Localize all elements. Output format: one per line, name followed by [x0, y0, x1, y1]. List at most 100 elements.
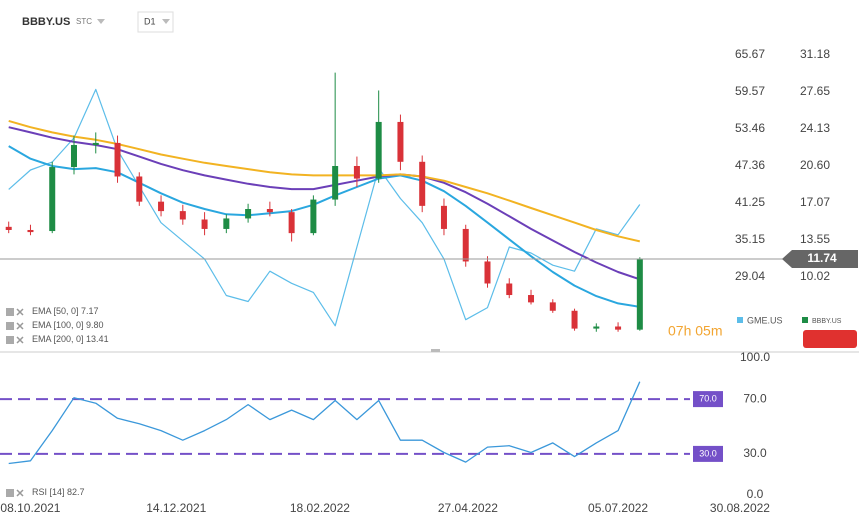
timeframe-box[interactable]	[137, 11, 174, 33]
indicator-name: EMA [200, 0]	[32, 334, 84, 344]
indicator-remove	[16, 308, 24, 316]
candle-body	[27, 229, 34, 233]
indicator-label: EMA [200, 0] 13.41	[32, 334, 109, 344]
y-tick-label: 10.02	[800, 269, 830, 283]
timeframe[interactable]: D1	[144, 16, 156, 26]
candle-body	[266, 209, 273, 213]
series-line	[8, 88, 641, 327]
candle-body	[288, 212, 295, 234]
level-label: 30.0	[699, 448, 717, 458]
x-tick-label: 14.12.2021	[146, 501, 206, 515]
y-tick-label: 100.0	[740, 350, 770, 364]
indicator-icon	[6, 489, 14, 497]
current-price-box	[782, 249, 858, 268]
candle-body	[636, 258, 643, 330]
candle-body	[223, 218, 230, 229]
y2-tick-label: 65.67	[735, 47, 765, 61]
series-line	[8, 119, 641, 243]
trade-button[interactable]	[803, 330, 857, 348]
indicator-value: 82.7	[67, 487, 85, 497]
candle-body	[484, 261, 491, 284]
x-tick-label: 27.04.2022	[438, 501, 498, 515]
indicator-label: RSI [14] 82.7	[32, 487, 85, 497]
candle-body	[462, 228, 469, 262]
y-tick-label: 70.0	[743, 391, 767, 405]
current-price-label: 11.74	[807, 251, 837, 265]
indicator-name: EMA [100, 0]	[32, 320, 84, 330]
candle-body	[528, 295, 535, 303]
candle-body	[571, 310, 578, 329]
indicator-value: 13.41	[86, 334, 109, 344]
y-tick-label: 0.0	[747, 487, 764, 501]
y-tick-label: 17.07	[800, 195, 830, 209]
legend-label: BBBY.US	[812, 318, 842, 325]
indicator-value: 9.80	[86, 320, 104, 330]
candle-body	[136, 176, 143, 202]
candle-body	[353, 165, 360, 179]
countdown: 07h 05m	[668, 323, 722, 339]
y-tick-label: 27.65	[800, 84, 830, 98]
series-line	[8, 126, 641, 281]
indicator-remove	[16, 336, 24, 344]
symbol[interactable]: BBBY.US	[22, 16, 70, 28]
candle-body	[310, 199, 317, 234]
level-box	[693, 391, 723, 408]
indicator-icon	[6, 322, 14, 330]
indicator-icon	[6, 308, 14, 316]
indicator-name: EMA [50, 0]	[32, 306, 79, 316]
indicator-value: 7.17	[81, 306, 99, 316]
indicator-remove	[16, 489, 24, 497]
y2-tick-label: 29.04	[735, 269, 765, 283]
instrument-type[interactable]: STC	[76, 17, 92, 26]
candle-body	[419, 161, 426, 206]
level-label: 70.0	[699, 393, 717, 403]
series-line	[8, 381, 641, 465]
y2-tick-label: 59.57	[735, 84, 765, 98]
y2-tick-label: 47.36	[735, 158, 765, 172]
candle-body	[92, 142, 99, 146]
indicator-icon	[6, 336, 14, 344]
candle-body	[593, 326, 600, 329]
candle-body	[201, 219, 208, 229]
dropdown-arrow[interactable]	[162, 19, 170, 24]
y-tick-label: 13.55	[800, 232, 830, 246]
candle-body	[397, 121, 404, 162]
candle-body	[5, 226, 12, 230]
indicator-name: RSI [14]	[32, 487, 65, 497]
chart-layer: 31.18 27.65 24.13 20.60 17.07 13.55 10.02 65.67…	[0, 47, 858, 515]
indicator-remove	[16, 322, 24, 330]
legend-label: GME.US	[747, 315, 783, 325]
indicator-label: EMA [100, 0] 9.80	[32, 320, 104, 330]
y2-tick-label: 41.25	[735, 195, 765, 209]
x-tick-label: 30.08.2022	[710, 501, 770, 515]
y-tick-label: 24.13	[800, 121, 830, 135]
candle-body	[440, 205, 447, 229]
y2-tick-label: 53.46	[735, 121, 765, 135]
candle-body	[615, 326, 622, 330]
candle-body	[549, 302, 556, 311]
x-tick-label: 05.07.2022	[588, 501, 648, 515]
candle-body	[245, 209, 252, 219]
y-tick-label: 31.18	[800, 47, 830, 61]
y-tick-label: 30.0	[743, 446, 767, 460]
legend-swatch	[802, 317, 808, 323]
pane-handle[interactable]	[431, 349, 440, 352]
dropdown-arrow[interactable]	[97, 19, 105, 24]
candle-body	[179, 211, 186, 220]
candle-body	[49, 167, 56, 232]
candle-body	[506, 283, 513, 296]
candle-body	[70, 145, 77, 168]
candle-body	[332, 165, 339, 200]
x-tick-label: 08.10.2021	[0, 501, 60, 515]
legend-swatch	[737, 317, 743, 323]
x-tick-label: 18.02.2022	[290, 501, 350, 515]
y2-tick-label: 35.15	[735, 232, 765, 246]
y-tick-label: 20.60	[800, 158, 830, 172]
candle-body	[158, 201, 165, 212]
indicator-label: EMA [50, 0] 7.17	[32, 306, 99, 316]
level-box	[693, 445, 723, 462]
candle-body	[114, 142, 121, 177]
